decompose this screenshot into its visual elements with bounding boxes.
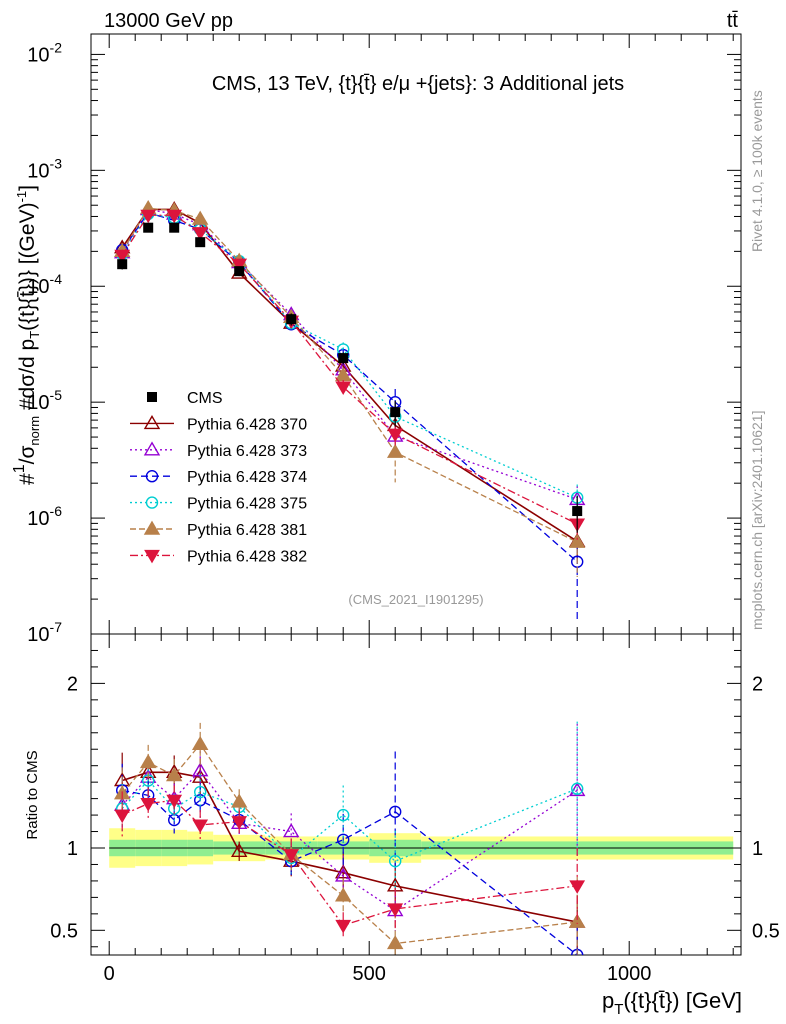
- legend-label: Pythia 6.428 375: [187, 496, 307, 513]
- point-382: [231, 258, 248, 273]
- ratio-point-382: [114, 809, 131, 824]
- mcplots-label: mcplots.cern.ch [arXiv:2401.10621]: [749, 411, 765, 630]
- point-382: [114, 249, 131, 264]
- header-energy: 13000 GeV pp: [104, 10, 233, 32]
- ratio-point-382: [283, 849, 300, 863]
- legend-marker: [147, 392, 157, 402]
- ratio-point-375: [193, 785, 207, 799]
- legend-label: Pythia 6.428 370: [187, 416, 307, 433]
- ratio-tick-label: 0.5: [50, 920, 78, 942]
- data-point: [234, 266, 245, 277]
- ratio-point-382: [192, 819, 209, 833]
- x-axis-title: pT({t}{t̄}) [GeV]: [602, 988, 742, 1018]
- ratio-point-381: [568, 913, 586, 928]
- y-tick-label: 10-4: [27, 271, 62, 298]
- point-382: [140, 209, 157, 224]
- data-point: [117, 259, 128, 270]
- data-point: [338, 353, 349, 364]
- point-381: [386, 443, 404, 458]
- ratio-point-375: [389, 854, 402, 868]
- ratio-band: [109, 828, 734, 868]
- data-point: [572, 506, 583, 517]
- main-plot-frame: [90, 33, 742, 635]
- ratio-point-382: [335, 919, 352, 934]
- point-381: [568, 533, 586, 548]
- svg-text:#1/σnorm #dσ/d pT({t}{t̄})} [(: #1/σnorm #dσ/d pT({t}{t̄})} [(GeV)-1]: [11, 185, 42, 485]
- series-line-375: [121, 213, 578, 499]
- ratio-point-370: [334, 864, 352, 879]
- ratio-point-373: [568, 781, 586, 797]
- y-tick-label: 10-3: [27, 155, 62, 182]
- header-process: tt̄: [727, 10, 739, 32]
- legend-label: Pythia 6.428 382: [187, 548, 307, 565]
- rivet-label: Rivet 4.1.0, ≥ 100k events: [749, 90, 765, 252]
- legend-label: Pythia 6.428 374: [187, 469, 307, 486]
- legend-label: CMS: [187, 390, 223, 407]
- ratio-tick-label-right: 1: [752, 838, 763, 860]
- legend: CMS Pythia 6.428 370 Pythia 6.428 373 Pythi…: [130, 390, 307, 565]
- legend-marker: [143, 415, 161, 430]
- ratio-point-382: [569, 880, 586, 894]
- point-382: [192, 227, 209, 241]
- ratio-tick-label: 1: [67, 838, 78, 860]
- series-line-381: [121, 207, 578, 543]
- point-382: [166, 209, 183, 224]
- ratio-tick-label: 2: [67, 673, 78, 695]
- ratio-point-375: [337, 808, 350, 822]
- data-point: [195, 237, 206, 248]
- data-point: [143, 222, 154, 233]
- ratio-point-381: [165, 767, 183, 782]
- y-axis-title: #1/σnorm #dσ/d pT({t}{t̄})} [(GeV)-1]: [11, 185, 42, 485]
- ratio-point-382: [140, 798, 157, 812]
- chart-title: CMS, 13 TeV, {t}{t̄} e/μ +{jets}: 3 Addi…: [212, 73, 624, 95]
- ratio-y-axis-title: Ratio to CMS: [24, 750, 41, 839]
- legend-marker: [143, 441, 161, 456]
- ratio-point-375: [571, 782, 584, 795]
- ratio-point-373: [282, 823, 300, 838]
- ratio-point-370: [230, 842, 248, 857]
- ratio-point-381: [191, 735, 209, 750]
- ratio-point-374: [337, 833, 350, 846]
- ratio-point-382: [387, 903, 404, 917]
- ratio-plot-frame: [90, 633, 742, 956]
- legend-label: Pythia 6.428 373: [187, 443, 307, 460]
- ratio-tick-label-right: 0.5: [752, 920, 780, 942]
- ratio-point-374: [389, 805, 402, 818]
- x-tick-label: 0: [104, 963, 115, 985]
- data-point: [169, 222, 180, 233]
- ratio-point-381: [386, 935, 404, 950]
- ratio-point-382: [231, 816, 248, 830]
- legend-marker: [145, 470, 159, 483]
- legend-label: Pythia 6.428 381: [187, 522, 307, 539]
- ratio-point-382: [166, 794, 183, 809]
- y-tick-label: 10-6: [27, 503, 62, 530]
- ratio-tick-label-right: 2: [752, 673, 763, 695]
- x-tick-label: 500: [353, 963, 386, 985]
- point-381: [191, 210, 209, 225]
- y-tick-label: 10-7: [27, 619, 62, 646]
- main-plot-area: [113, 199, 586, 623]
- data-point: [286, 314, 297, 325]
- point-382: [387, 428, 404, 443]
- y-tick-label: 10-2: [27, 39, 62, 66]
- ratio-point-381: [139, 754, 157, 769]
- ratio-plot-area: [113, 721, 586, 955]
- ratio-line-375: [121, 779, 578, 862]
- x-tick-label: 1000: [607, 963, 652, 985]
- ratio-point-381: [230, 793, 248, 808]
- legend-marker: [144, 549, 160, 564]
- analysis-tag: (CMS_2021_I1901295): [348, 592, 483, 607]
- data-point: [390, 407, 401, 418]
- ratio-point-381: [334, 887, 352, 902]
- point-382: [335, 381, 352, 396]
- legend-marker: [143, 520, 161, 535]
- legend-marker: [145, 496, 159, 509]
